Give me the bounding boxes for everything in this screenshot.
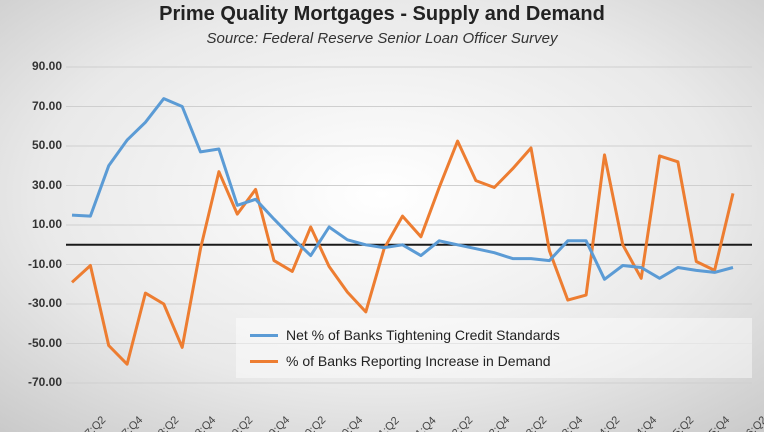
legend-item-tightening: Net % of Banks Tightening Credit Standar… xyxy=(250,324,560,346)
legend-label-demand: % of Banks Reporting Increase in Demand xyxy=(286,353,551,369)
y-tick-label: 50.00 xyxy=(31,138,62,152)
chart-subtitle: Source: Federal Reserve Senior Loan Offi… xyxy=(206,30,558,47)
y-tick-label: -10.00 xyxy=(27,256,62,271)
y-tick-label: -50.00 xyxy=(27,335,62,350)
y-tick-label: -30.00 xyxy=(27,296,62,310)
y-tick-label: 30.00 xyxy=(31,177,62,192)
y-tick-label: 90.00 xyxy=(31,59,62,73)
legend-swatch-demand xyxy=(250,359,278,363)
y-tick-label: -70.00 xyxy=(27,375,62,389)
chart-title: Prime Quality Mortgages - Supply and Dem… xyxy=(159,3,605,25)
y-tick-label: 70.00 xyxy=(31,98,62,113)
legend-swatch-tightening xyxy=(250,333,278,337)
legend-label-tightening: Net % of Banks Tightening Credit Standar… xyxy=(286,327,560,343)
series-line-tightening xyxy=(71,97,734,281)
series-line-demand xyxy=(70,139,735,366)
legend: Net % of Banks Tightening Credit Standar… xyxy=(236,318,752,378)
series-lines xyxy=(70,97,735,366)
y-tick-label: 10.00 xyxy=(31,217,62,231)
legend-item-demand: % of Banks Reporting Increase in Demand xyxy=(250,350,551,372)
